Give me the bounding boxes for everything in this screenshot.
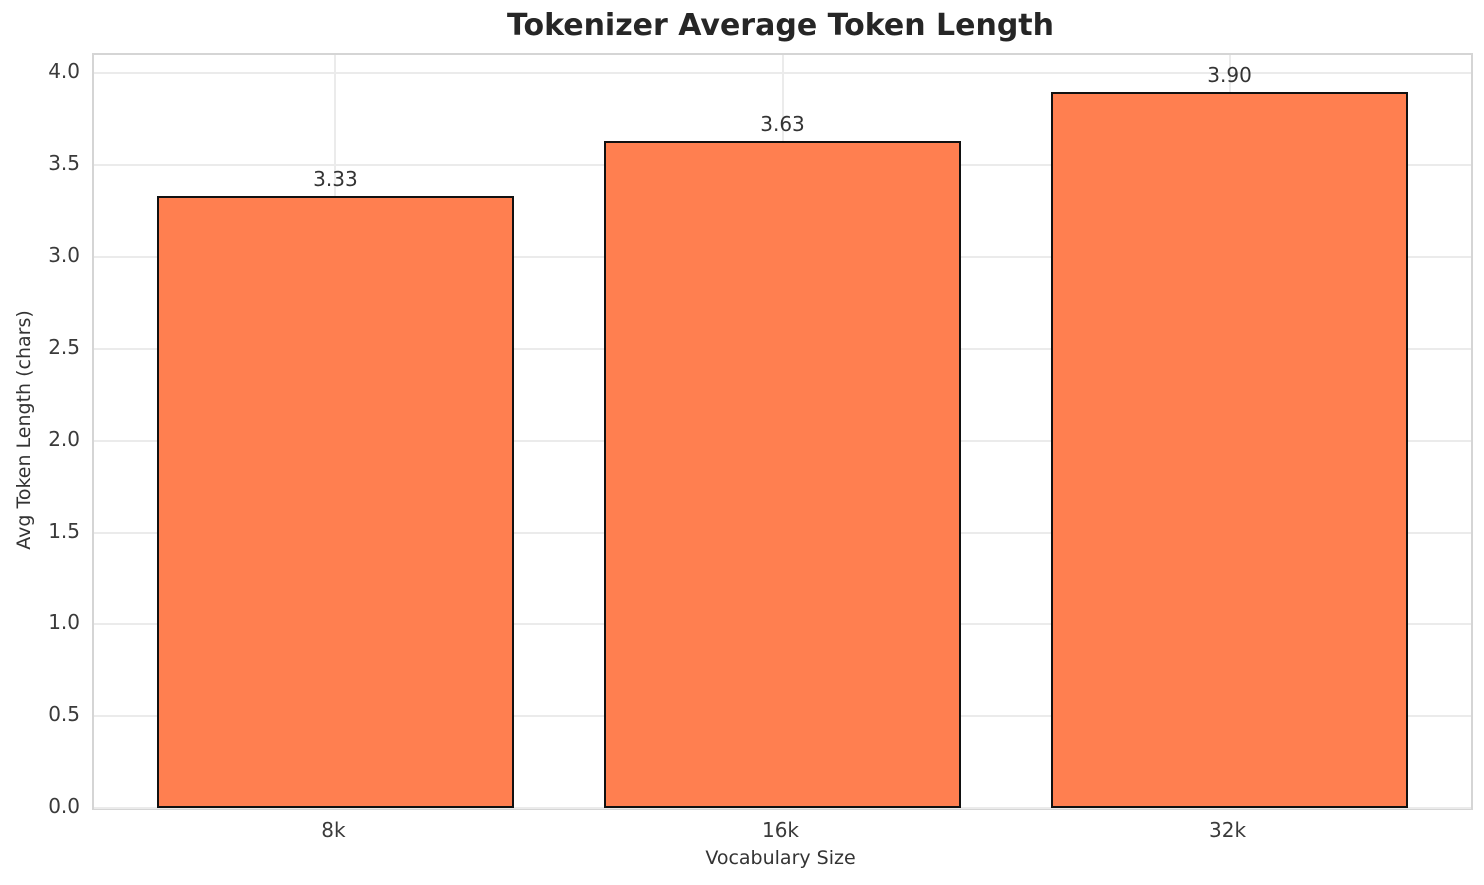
x-axis-label: Vocabulary Size [705, 847, 856, 869]
y-tick-label: 2.0 [48, 426, 80, 451]
x-tick-label: 8k [321, 818, 346, 842]
y-tick-label: 4.0 [48, 59, 80, 84]
x-tick-label: 16k [761, 818, 800, 842]
y-tick-label: 0.0 [48, 794, 80, 818]
plot-area: 3.33 3.63 3.90 [92, 53, 1473, 810]
chart-title: Tokenizer Average Token Length [506, 8, 1054, 43]
bar [156, 196, 515, 808]
bar [1050, 91, 1409, 808]
bar-value-label: 3.63 [760, 112, 805, 137]
y-tick-label: 2.5 [48, 334, 80, 359]
y-tick-label: 0.5 [48, 702, 80, 727]
y-tick-label: 3.0 [48, 243, 80, 268]
y-tick-label: 1.5 [48, 518, 80, 543]
y-tick-label: 1.0 [48, 610, 80, 635]
gridline-horizontal [94, 807, 1471, 809]
bar [603, 141, 962, 808]
bar-value-label: 3.90 [1207, 62, 1252, 87]
x-tick-label: 32k [1209, 818, 1247, 842]
bar-value-label: 3.33 [313, 167, 358, 192]
y-tick-label: 3.5 [48, 151, 80, 176]
